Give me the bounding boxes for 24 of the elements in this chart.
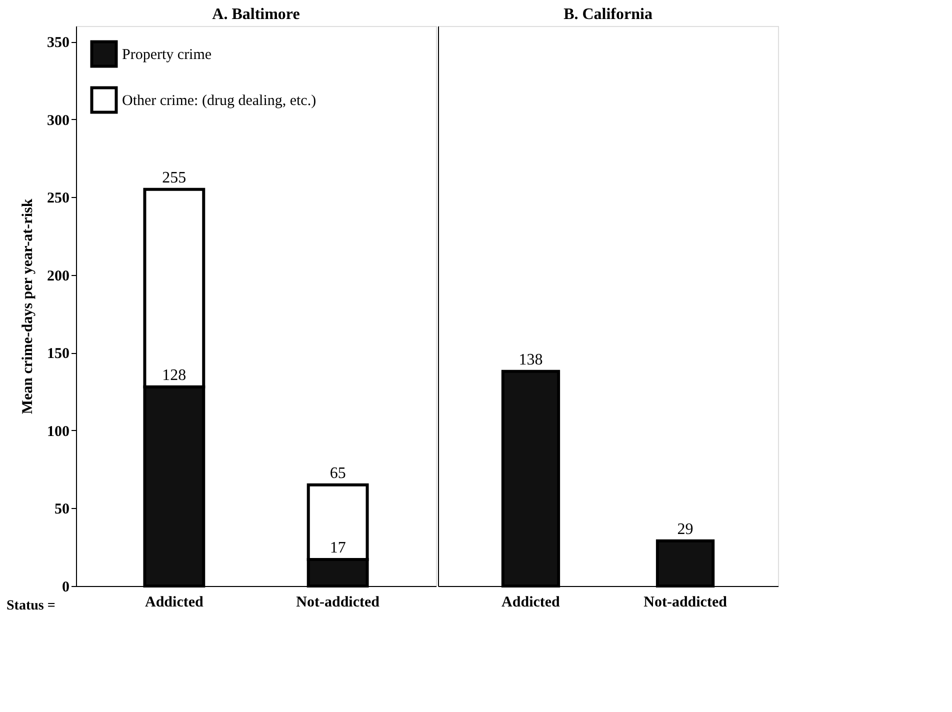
y-tick-label: 0 [62,580,70,596]
chart-title: A. Baltimore [212,6,300,23]
x-tick-label: Addicted [502,594,561,610]
legend-label: Property crime [122,47,212,63]
y-tick-label: 150 [47,346,70,362]
legend-label: Other crime: (drug dealing, etc.) [122,93,316,109]
chart-title: B. California [564,6,652,23]
data-label: 17 [330,540,346,557]
data-label: 138 [518,351,543,368]
y-tick-label: 300 [47,112,70,129]
total-label: 65 [330,464,346,482]
y-tick-label: 200 [47,268,70,284]
data-label: 128 [162,366,186,384]
x-tick-label: Not-addicted [296,594,380,610]
x-tick-label: Addicted [145,594,204,610]
y-tick-label: 100 [47,424,70,440]
x-tick-label: Not-addicted [644,594,728,610]
y-tick-label: 350 [47,35,70,52]
x-axis-title: Status = [6,598,56,614]
y-tick-label: 50 [54,502,70,518]
data-label: 29 [677,520,694,538]
y-axis-title: Mean crime-days per year-at-risk [20,198,36,414]
total-label: 255 [162,169,186,186]
y-tick-label: 250 [47,190,70,207]
